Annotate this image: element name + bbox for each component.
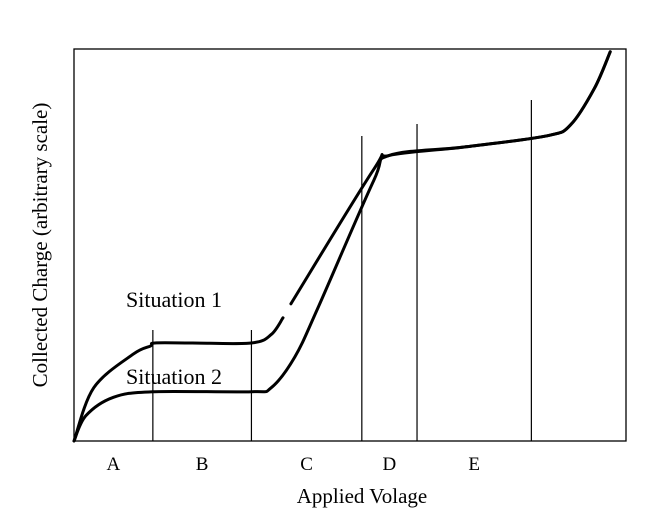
x-axis-label: Applied Volage [297,484,427,508]
situation-1-label: Situation 1 [126,287,222,312]
region-label-b: B [196,454,209,475]
plot-frame [73,48,627,442]
curves [72,50,612,443]
series-line-situation-2 [72,50,612,443]
series-line-situation-1 [72,316,285,443]
region-label-e: E [468,454,480,475]
situation-2-label: Situation 2 [126,364,222,389]
region-label-c: C [300,454,313,475]
series-line-situation-1 [289,50,612,306]
region-labels: A B C D E [107,454,480,475]
y-axis-label: Collected Charge (arbitrary scale) [28,103,52,388]
region-dividers [152,100,532,441]
region-label-d: D [383,454,397,475]
region-label-a: A [107,454,121,475]
